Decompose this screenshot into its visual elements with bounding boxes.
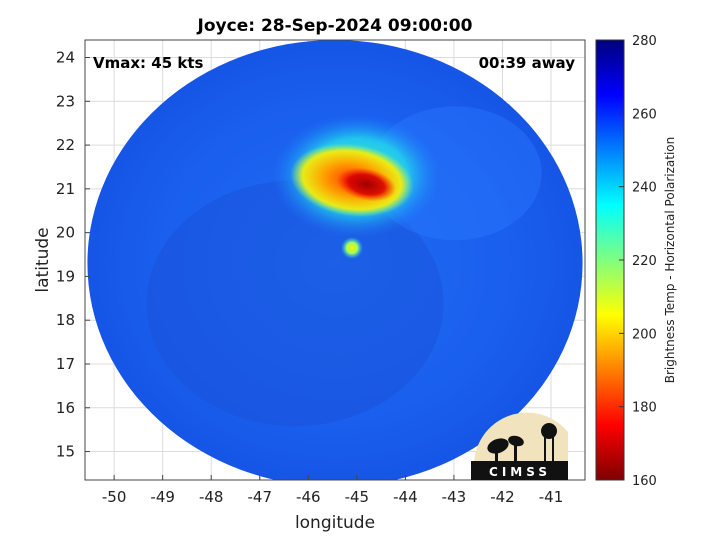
satellite-dish-icon — [487, 438, 509, 454]
x-tick-label: -45 — [345, 488, 370, 506]
x-tick-label: -44 — [393, 488, 418, 506]
y-tick-label: 18 — [56, 311, 75, 329]
water-tower-icon — [541, 423, 557, 439]
chart-title: Joyce: 28-Sep-2024 09:00:00 — [197, 16, 473, 36]
colorbar-tick-label: 280 — [632, 34, 657, 49]
x-tick-labels: -50 -49 -48 -47 -46 -45 -44 -43 -42 -41 — [102, 475, 563, 506]
x-tick-label: -43 — [442, 488, 467, 506]
x-tick-label: -42 — [490, 488, 515, 506]
x-tick-label: -48 — [199, 488, 224, 506]
colorbar-tick-label: 260 — [632, 107, 657, 122]
colorbar: 160 180 200 220 240 260 280 Brightness Temp - … — [595, 34, 677, 489]
y-tick-labels: 15 16 17 18 19 20 21 22 23 24 — [56, 49, 90, 461]
x-tick-label: -50 — [102, 488, 127, 506]
y-tick-label: 16 — [56, 399, 75, 417]
colorbar-tick-label: 220 — [632, 254, 657, 269]
satellite-dish-icon — [508, 435, 524, 447]
vmax-annotation: Vmax: 45 kts — [93, 54, 203, 72]
swath-layer — [87, 40, 583, 480]
logo-text: CIMSS — [489, 465, 551, 479]
colorbar-label: Brightness Temp - Horizontal Polarizatio… — [663, 137, 677, 384]
y-tick-label: 21 — [56, 180, 75, 198]
y-axis-label: latitude — [33, 227, 53, 292]
y-tick-label: 17 — [56, 355, 75, 373]
colorbar-ticks: 160 180 200 220 240 260 280 — [619, 34, 657, 489]
colorbar-tick-label: 160 — [632, 474, 657, 489]
x-tick-label: -49 — [150, 488, 175, 506]
cimss-logo: CIMSS — [471, 412, 568, 480]
cold-core-patch — [337, 167, 397, 202]
x-tick-label: -46 — [296, 488, 321, 506]
x-axis-label: longitude — [295, 513, 375, 533]
cool-band — [146, 180, 444, 427]
plot-frame — [84, 39, 586, 481]
y-tick-label: 23 — [56, 92, 75, 110]
eye-spot — [340, 236, 363, 259]
swath-disc — [87, 40, 583, 480]
y-tick-label: 24 — [56, 49, 75, 67]
colorbar-tick-label: 240 — [632, 181, 657, 196]
y-tick-label: 20 — [56, 224, 75, 242]
y-tick-label: 22 — [56, 136, 75, 154]
time-away-annotation: 00:39 away — [479, 54, 576, 72]
y-tick-label: 15 — [56, 443, 75, 461]
colorbar-tick-label: 180 — [632, 401, 657, 416]
colorbar-tick-label: 200 — [632, 327, 657, 342]
y-tick-label: 19 — [56, 267, 75, 285]
x-tick-label: -41 — [539, 488, 564, 506]
x-tick-label: -47 — [248, 488, 273, 506]
